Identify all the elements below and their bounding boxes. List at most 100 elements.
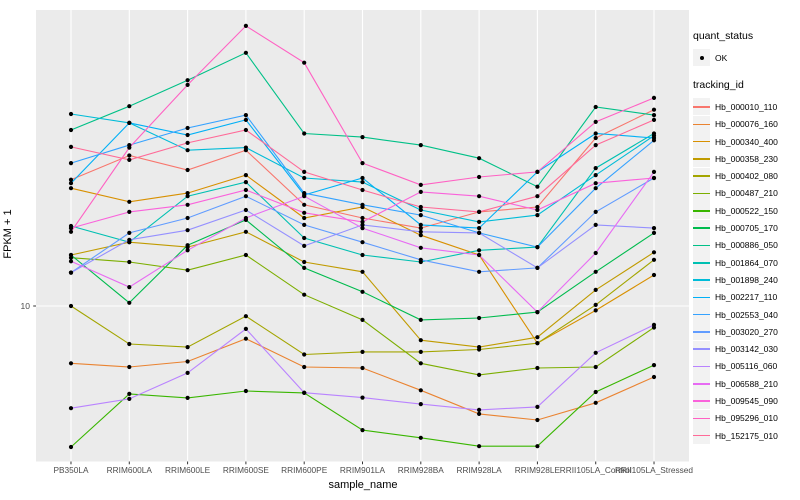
legend-item: Hb_001864_070 xyxy=(693,254,799,272)
legend-item: Hb_095296_010 xyxy=(693,409,799,427)
data-point xyxy=(127,230,132,235)
legend-key-line xyxy=(693,306,710,323)
data-point xyxy=(127,209,132,214)
data-point xyxy=(68,144,74,149)
data-point xyxy=(360,428,365,433)
data-point xyxy=(302,191,307,196)
data-point xyxy=(243,314,248,319)
legend-item: Hb_000010_110 xyxy=(693,98,799,116)
y-tick-label: 10 xyxy=(21,301,31,311)
legend-label: Hb_005116_060 xyxy=(715,361,778,372)
data-point xyxy=(127,391,132,396)
legend-key-line xyxy=(693,115,710,133)
legend-key-line xyxy=(693,427,710,445)
data-point xyxy=(651,175,657,181)
data-point xyxy=(360,202,365,207)
data-point xyxy=(360,161,365,166)
legend-key-line xyxy=(693,271,710,289)
data-point xyxy=(477,269,482,274)
legend-label: OK xyxy=(715,52,728,63)
data-point xyxy=(535,265,540,270)
data-point xyxy=(418,222,423,227)
data-point xyxy=(127,199,132,204)
data-point xyxy=(651,230,657,235)
data-point xyxy=(243,50,248,55)
data-point xyxy=(651,95,657,100)
line-swatch xyxy=(693,140,710,143)
data-point xyxy=(651,363,657,368)
data-point xyxy=(418,361,423,366)
data-point xyxy=(418,349,423,354)
data-point xyxy=(535,335,540,340)
data-point xyxy=(477,444,482,449)
legend-label: Hb_000076_160 xyxy=(715,119,778,130)
data-point xyxy=(127,396,132,401)
point-swatch xyxy=(699,55,704,60)
data-point xyxy=(127,285,132,290)
data-point xyxy=(593,209,598,214)
data-point xyxy=(651,107,657,112)
data-point xyxy=(418,182,423,187)
legend-key-line xyxy=(693,184,710,202)
data-point xyxy=(68,361,74,366)
legend: quant_status OK tracking_id Hb_000010_110 Hb… xyxy=(693,30,799,457)
legend-key-line xyxy=(693,357,710,375)
data-point xyxy=(477,156,482,161)
data-point xyxy=(418,233,423,238)
legend-label: Hb_002217_110 xyxy=(715,292,778,303)
data-point xyxy=(185,132,190,138)
data-point xyxy=(651,250,657,255)
legend-key-line xyxy=(693,340,710,358)
data-point xyxy=(243,336,248,341)
data-point xyxy=(593,350,598,355)
data-point xyxy=(302,259,307,265)
data-point xyxy=(68,177,74,182)
data-point xyxy=(127,153,132,158)
legend-item: Hb_002217_110 xyxy=(693,288,799,306)
legend-label: Hb_000358_230 xyxy=(715,153,778,164)
line-swatch xyxy=(693,331,710,333)
data-point xyxy=(185,345,190,350)
data-point xyxy=(477,194,482,199)
data-point xyxy=(302,235,307,241)
data-point xyxy=(243,326,248,331)
data-point xyxy=(593,250,598,256)
data-point xyxy=(185,268,190,273)
legend-key-line xyxy=(693,150,710,168)
data-point xyxy=(68,111,74,117)
data-point xyxy=(477,347,482,352)
legend-group: tracking_id Hb_000010_110 Hb_000076_160 Hb_… xyxy=(693,79,799,445)
data-point xyxy=(535,194,540,199)
legend-label: Hb_003020_270 xyxy=(715,326,778,337)
data-point xyxy=(302,210,307,215)
data-point xyxy=(418,402,423,407)
data-point xyxy=(185,167,190,173)
data-point xyxy=(302,243,307,248)
data-point xyxy=(535,404,540,409)
data-point xyxy=(477,219,482,224)
data-point xyxy=(185,202,190,207)
legend-label: Hb_006588_210 xyxy=(715,378,778,389)
legend-label: Hb_009545_090 xyxy=(715,395,778,406)
legend-key-line xyxy=(693,219,710,237)
line-swatch xyxy=(693,227,710,229)
data-point xyxy=(302,175,307,181)
data-point xyxy=(127,259,132,265)
legend-item: Hb_001898_240 xyxy=(693,271,799,289)
line-swatch xyxy=(693,106,710,108)
legend-label: Hb_000886_050 xyxy=(715,240,778,251)
data-point xyxy=(302,202,307,207)
data-point xyxy=(477,248,482,253)
data-point xyxy=(651,138,657,143)
line-swatch xyxy=(693,434,710,437)
x-tick-label: RRIM600LA xyxy=(107,465,153,475)
data-point xyxy=(185,359,190,364)
data-point xyxy=(185,243,190,248)
data-point xyxy=(535,204,540,210)
data-point xyxy=(360,349,365,354)
legend-key-line xyxy=(693,202,710,220)
data-point xyxy=(593,308,598,313)
data-point xyxy=(185,78,190,83)
data-point xyxy=(593,181,598,186)
line-swatch xyxy=(693,382,710,385)
